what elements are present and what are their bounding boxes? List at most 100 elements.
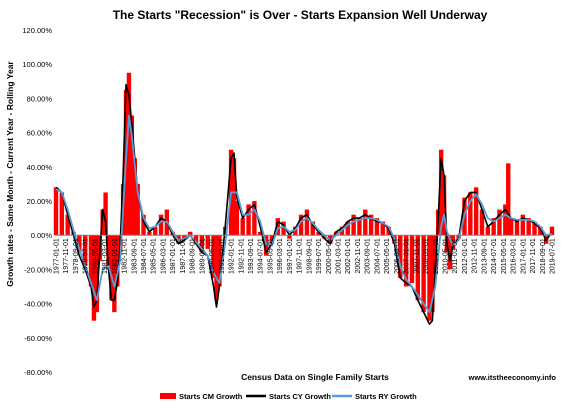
x-tick-label: 2008-09-01: [423, 238, 430, 274]
legend-label: Starts CY Growth: [269, 392, 331, 401]
y-tick-label: 120.00%: [22, 26, 52, 35]
cm-growth-bar: [65, 214, 70, 236]
cm-growth-bar: [351, 214, 356, 236]
y-tick-label: 80.00%: [27, 94, 53, 103]
x-tick-label: 1997-01-01: [287, 238, 294, 274]
x-tick-label: 1996-03-01: [277, 238, 284, 274]
cm-growth-bar: [538, 226, 543, 236]
cm-growth-bar: [77, 235, 82, 253]
x-tick-label: 2011-03-01: [452, 238, 459, 273]
x-tick-label: 1982-01-01: [112, 238, 119, 274]
legend-swatch-cm: [160, 393, 176, 399]
x-tick-label: 2017-01-01: [520, 238, 527, 274]
cm-growth-bar: [438, 149, 444, 236]
x-tick-label: 1988-09-01: [190, 238, 197, 274]
x-tick-label: 1993-09-01: [248, 238, 255, 274]
x-tick-label: 1999-07-01: [316, 238, 323, 274]
cm-growth-bar: [94, 235, 100, 313]
cm-growth-bar: [112, 235, 117, 313]
x-tick-label: 2002-01-01: [345, 238, 352, 274]
y-tick-label: 100.00%: [22, 60, 52, 69]
cm-growth-bar: [100, 209, 105, 236]
cm-growth-bar: [132, 158, 137, 236]
x-tick-label: 1978-09-01: [73, 238, 80, 274]
cm-growth-bar: [415, 235, 420, 301]
y-tick-label: 0.00%: [31, 231, 53, 240]
y-tick-label: 20.00%: [27, 197, 53, 206]
y-tick-label: -20.00%: [24, 265, 52, 274]
x-tick-label: 1979-07-01: [83, 238, 90, 274]
cm-growth-bar: [427, 235, 432, 321]
x-tick-label: 1995-05-01: [267, 238, 274, 274]
cm-growth-bar: [386, 226, 391, 236]
cm-growth-bar: [217, 235, 222, 287]
x-tick-label: 1977-11-01: [63, 238, 70, 273]
x-tick-label: 2001-03-01: [336, 238, 343, 274]
x-tick-label: 2010-05-01: [443, 238, 450, 274]
legend-label: Starts RY Growth: [355, 392, 417, 401]
cm-growth-bar: [231, 158, 237, 236]
cm-growth-bar: [316, 231, 321, 236]
cm-growth-bar: [205, 235, 210, 249]
x-tick-label: 2016-03-01: [511, 238, 518, 274]
cm-growth-bar: [380, 221, 385, 236]
y-tick-labels: 120.00% 100.00% 80.00% 60.00% 40.00% 20.00% 0.…: [22, 26, 52, 377]
x-tick-label: 1991-03-01: [219, 238, 226, 274]
cm-growth-bar: [269, 235, 275, 244]
cm-growth-bar: [403, 235, 409, 287]
cm-growth-bar: [126, 72, 132, 236]
cm-growth-bar: [304, 209, 310, 236]
x-tick-label: 1992-11-01: [238, 238, 245, 273]
chart-title: The Starts "Recession" is Over - Starts …: [113, 8, 488, 22]
x-tick-label: 1984-07-01: [141, 238, 148, 274]
cm-growth-bar: [153, 226, 158, 236]
cm-growth-bar: [214, 235, 219, 301]
cm-growth-bar: [141, 214, 146, 236]
cm-growth-bar: [246, 204, 251, 236]
cm-growth-bar: [211, 235, 216, 278]
x-tick-label: 1997-11-01: [297, 238, 304, 273]
cm-growth-bar: [491, 218, 496, 236]
cm-growth-bar: [182, 235, 187, 239]
legend-label: Starts CM Growth: [179, 392, 243, 401]
x-tick-label: 2014-07-01: [491, 238, 498, 274]
x-tick-label: 1987-11-01: [180, 238, 187, 273]
legend: Starts CM Growth Starts CY Growth Starts R…: [160, 392, 417, 401]
cm-growth-bar: [363, 209, 368, 236]
cm-growth-bar: [252, 201, 257, 236]
x-tick-label: 1982-11-01: [122, 238, 129, 273]
cm-growth-bar: [506, 163, 511, 236]
cm-growth-bar: [158, 214, 164, 236]
x-tick-label: 2005-05-01: [384, 238, 391, 274]
x-tick-label: 2003-09-01: [365, 238, 372, 274]
cm-growth-bar: [398, 235, 403, 278]
cm-growth-bar: [115, 235, 120, 287]
x-tick-label: 2019-07-01: [550, 238, 557, 274]
cm-growth-bar: [298, 214, 304, 236]
x-tick-label: 1986-03-01: [160, 238, 167, 274]
cm-growth-bar: [532, 221, 537, 236]
cm-growth-bar: [91, 235, 97, 321]
cm-growth-bar: [345, 221, 350, 236]
cm-growth-bar: [103, 192, 108, 236]
x-tick-label: 1994-07-01: [258, 238, 265, 274]
cm-growth-bar: [508, 218, 514, 236]
cm-growth-bar: [281, 221, 286, 236]
cm-growth-bar: [497, 209, 502, 236]
cm-growth-bar: [199, 235, 205, 253]
cm-growth-bar: [549, 226, 555, 236]
y-tick-label: 60.00%: [27, 129, 53, 138]
cm-growth-bar: [275, 218, 280, 236]
cm-growth-bar: [106, 235, 111, 270]
cm-growth-bar: [109, 235, 114, 301]
cm-growth-bar: [240, 218, 245, 236]
cm-growth-bar: [59, 192, 65, 236]
cm-growth-bar: [322, 235, 327, 239]
x-tick-labels: 1977-01-01 1977-11-01 1978-09-01 1979-07-01…: [54, 238, 557, 274]
x-tick-label: 1977-01-01: [54, 238, 61, 274]
x-tick-label: 2012-11-01: [472, 238, 479, 273]
cm-growth-bar: [450, 235, 455, 249]
x-tick-label: 2004-07-01: [374, 238, 381, 274]
y-axis-label: Growth rates - Same Month - Current Year…: [5, 61, 15, 287]
